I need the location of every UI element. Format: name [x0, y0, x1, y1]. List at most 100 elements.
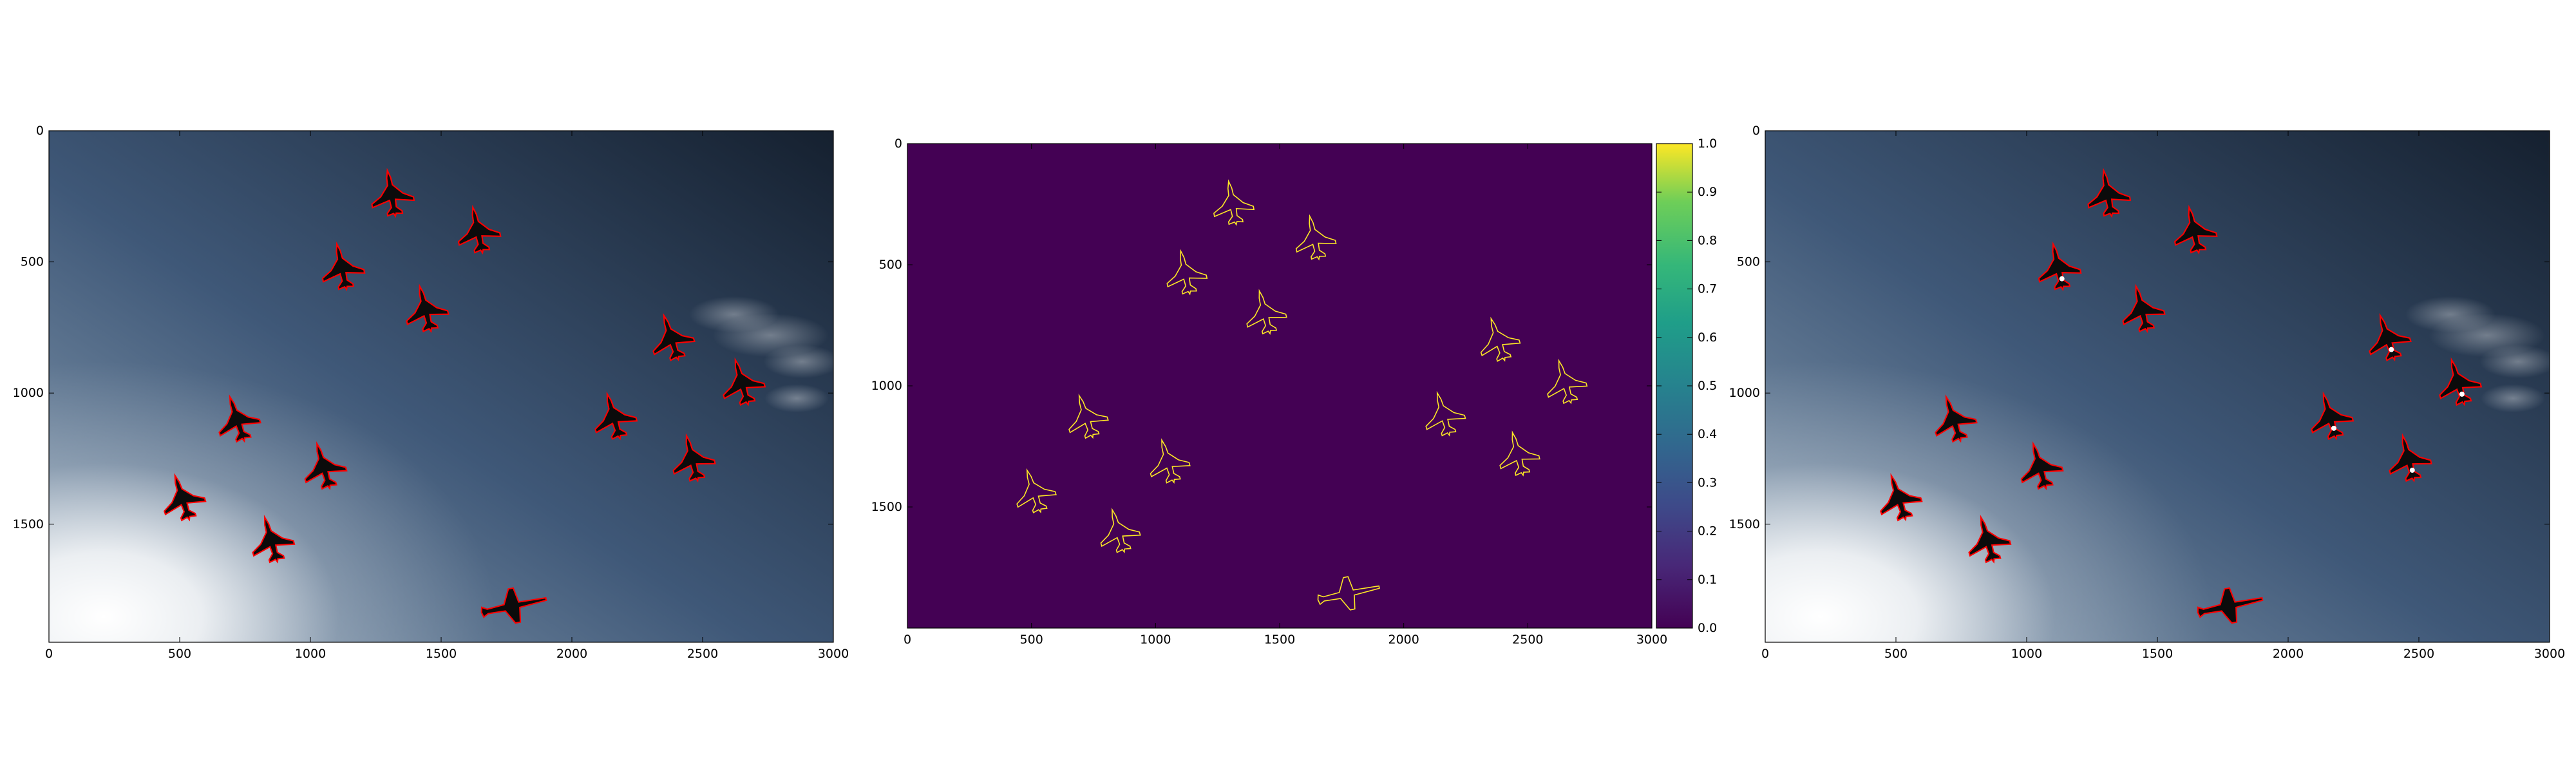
left-frame	[48, 130, 834, 643]
left-xtick-label: 1500	[426, 647, 457, 661]
middle-xtick-label: 1500	[1264, 633, 1295, 647]
right-xtick-label: 1000	[2011, 647, 2042, 661]
left-ytick-label: 1000	[13, 386, 44, 400]
middle-xtick-label: 0	[904, 633, 911, 647]
right-marker	[2409, 467, 2415, 473]
middle-contour-jet	[1150, 438, 1191, 484]
left-cloud	[764, 384, 829, 413]
middle-heatmap-bg	[907, 144, 1652, 628]
right-jet	[2087, 167, 2132, 218]
colorbar-tick-label: 0.6	[1698, 330, 1717, 345]
middle-contour-jet	[1547, 358, 1588, 405]
left-jet	[321, 241, 366, 292]
left-ytick-label: 1500	[13, 517, 44, 531]
right-jet	[2020, 441, 2064, 490]
colorbar-fill	[1656, 143, 1693, 629]
colorbar-tick-label: 0.0	[1698, 621, 1717, 635]
left-jet	[457, 204, 502, 255]
right-cloud	[2481, 384, 2546, 413]
right-xtick-label: 2500	[2403, 647, 2434, 661]
right-sun-glow	[1765, 131, 2550, 642]
colorbar-tick-label: 0.4	[1698, 427, 1717, 441]
middle-frame	[907, 143, 1653, 629]
right-jet	[1935, 394, 1978, 443]
right-ytick-label: 1500	[1729, 517, 1760, 531]
left-xtick-label: 3000	[818, 647, 849, 661]
middle-axes: 0 500 1000 1500 2000 2500 3000 0 500 1000 1500	[871, 137, 1668, 647]
middle-contour-jet	[1213, 179, 1255, 226]
left-axes: 0 500 1000 1500 2000 2500 3000 0 500 1000 1500	[13, 124, 849, 661]
middle-contour-jet	[1016, 468, 1057, 514]
right-xtick-label: 2000	[2273, 647, 2304, 661]
colorbar-tick-label: 0.7	[1698, 282, 1717, 296]
middle-ytick-label: 0	[895, 137, 902, 151]
middle-contour-jet	[1246, 289, 1287, 335]
right-ytick-label: 500	[1737, 255, 1760, 269]
right-xtick-label: 500	[1884, 647, 1908, 661]
left-sun-glow	[49, 131, 833, 642]
left-xtick-label: 2500	[687, 647, 718, 661]
right-xtick-label: 3000	[2534, 647, 2565, 661]
middle-xtick-label: 1000	[1140, 633, 1171, 647]
middle-ytick-label: 1000	[871, 379, 902, 393]
right-cloud	[2479, 345, 2557, 379]
right-jet	[2311, 391, 2354, 441]
middle-contour-jet	[1166, 249, 1208, 296]
left-ytick-label: 0	[36, 124, 44, 138]
left-jet	[406, 283, 450, 333]
left-jet	[218, 394, 261, 443]
left-jet	[304, 441, 348, 490]
middle-contour-jet	[1100, 508, 1141, 553]
middle-xtick-label: 2000	[1388, 633, 1419, 647]
right-bomber	[2197, 587, 2264, 624]
right-marker	[2059, 276, 2065, 282]
left-xtick-label: 1000	[295, 647, 326, 661]
right-jet	[2038, 241, 2082, 292]
left-jet	[164, 473, 207, 522]
right-jet	[2174, 204, 2218, 255]
right-ytick-label: 0	[1752, 124, 1760, 138]
right-marker	[2331, 425, 2336, 431]
right-jet	[1968, 515, 2012, 564]
left-bomber	[480, 587, 547, 624]
middle-contour-jet	[1499, 430, 1540, 477]
right-marker	[2389, 347, 2394, 352]
middle-contour-jet	[1295, 214, 1337, 261]
right-jet	[1880, 473, 1923, 522]
right-xtick-label: 1500	[2142, 647, 2173, 661]
colorbar-tick-label: 1.0	[1698, 137, 1717, 151]
right-xtick-label: 0	[1761, 647, 1769, 661]
left-cloud	[763, 345, 841, 379]
colorbar-tick-label: 0.1	[1698, 573, 1717, 587]
left-jet	[723, 357, 766, 406]
middle-ytick-label: 500	[879, 258, 902, 272]
colorbar-tick-label: 0.5	[1698, 379, 1717, 393]
colorbar-tick-label: 0.9	[1698, 185, 1717, 199]
right-jet	[2369, 312, 2412, 362]
right-jet	[2439, 357, 2483, 406]
middle-ytick-label: 1500	[871, 500, 902, 514]
middle-xtick-label: 2500	[1512, 633, 1543, 647]
middle-xtick-label: 500	[1020, 633, 1043, 647]
left-jet	[594, 391, 638, 441]
right-marker	[2459, 391, 2465, 397]
left-jet	[252, 515, 296, 564]
left-jet	[652, 312, 696, 362]
right-jet	[2122, 283, 2166, 333]
middle-contour-bomber	[1317, 576, 1380, 611]
left-xtick-label: 500	[168, 647, 191, 661]
middle-contour-jet	[1480, 316, 1521, 362]
colorbar-tick-label: 0.2	[1698, 524, 1717, 539]
left-ytick-label: 500	[21, 255, 44, 269]
colorbar-tick-label: 0.8	[1698, 233, 1717, 247]
middle-contour-jet	[1425, 390, 1466, 437]
right-axes: 0 500 1000 1500 2000 2500 3000 0 500 1000 1500	[1729, 124, 2566, 661]
right-jet	[2389, 433, 2432, 483]
figure-root: 0 500 1000 1500 2000 2500 3000 0 500 1000 1500 0 500…	[13, 124, 2566, 661]
right-frame	[1765, 130, 2550, 643]
colorbar: 0.0 0.1 0.2 0.3 0.4 0.5 0.6 0.7 0.8 0.9 1.0	[1656, 137, 1717, 635]
colorbar-tick-label: 0.3	[1698, 475, 1717, 490]
left-xtick-label: 2000	[556, 647, 587, 661]
middle-xtick-label: 3000	[1636, 633, 1667, 647]
